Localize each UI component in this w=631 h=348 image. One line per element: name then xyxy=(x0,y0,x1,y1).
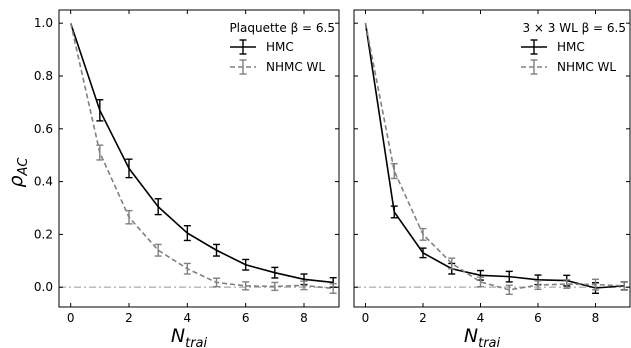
series-nhmc-wl xyxy=(69,23,337,294)
x-axis-label-subscript: trai xyxy=(185,336,207,348)
x-tick-label: 0 xyxy=(362,311,370,325)
x-axis-label-subscript: trai xyxy=(478,336,500,348)
x-tick-label: 2 xyxy=(125,311,133,325)
x-tick-label: 0 xyxy=(67,311,75,325)
plot-frame xyxy=(58,9,340,308)
y-axis-label-main: ρ xyxy=(5,175,27,187)
x-tick-label: 4 xyxy=(184,311,192,325)
legend-label: HMC xyxy=(557,40,585,54)
series-hmc xyxy=(69,22,337,288)
series-nhmc-wl xyxy=(364,23,628,296)
legend-label: HMC xyxy=(266,40,294,54)
series-line xyxy=(69,22,334,284)
y-tick-label: 0.0 xyxy=(34,280,53,294)
x-tick-label: 8 xyxy=(592,311,600,325)
chart-panel-1: 0 2 4 6 8 0.0 0.2 0.4 0.6 0.8 1.0 Ntrai ρAC Plaquette… xyxy=(5,9,340,348)
x-tick-label: 4 xyxy=(477,311,485,325)
x-axis-label-main: N xyxy=(171,325,185,347)
x-tick-label: 2 xyxy=(419,311,427,325)
series-line xyxy=(364,23,625,291)
y-tick-label: 0.4 xyxy=(34,175,53,189)
x-axis-label: Ntrai xyxy=(171,325,208,348)
x-axis-label: Ntrai xyxy=(464,325,501,348)
y-tick-label: 0.2 xyxy=(34,227,53,241)
y-axis-label-subscript: AC xyxy=(16,157,31,177)
legend-label: NHMC WL xyxy=(266,60,325,74)
legend: 3 × 3 WL β = 6.5 HMC NHMC WL xyxy=(521,21,626,75)
x-axis-label-main: N xyxy=(464,325,478,347)
x-tick-label: 6 xyxy=(242,311,250,325)
series-line xyxy=(364,23,625,289)
x-tick-label: 6 xyxy=(534,311,542,325)
x-tick-label: 8 xyxy=(300,311,308,325)
y-tick-label: 1.0 xyxy=(34,16,53,30)
legend: Plaquette β = 6.5 HMC NHMC WL xyxy=(229,21,335,75)
series-line xyxy=(69,23,334,290)
y-axis-label: ρAC xyxy=(5,157,31,188)
y-tick-label: 0.8 xyxy=(34,69,53,83)
legend-title: Plaquette β = 6.5 xyxy=(229,21,335,35)
plot-frame xyxy=(353,9,631,308)
chart-panel-2: 0 2 4 6 8 Ntrai 3 × 3 WL β = 6.5 HMC NHMC WL xyxy=(353,9,631,348)
y-tick-label: 0.6 xyxy=(34,122,53,136)
legend-title: 3 × 3 WL β = 6.5 xyxy=(522,21,626,35)
legend-label: NHMC WL xyxy=(557,60,616,74)
